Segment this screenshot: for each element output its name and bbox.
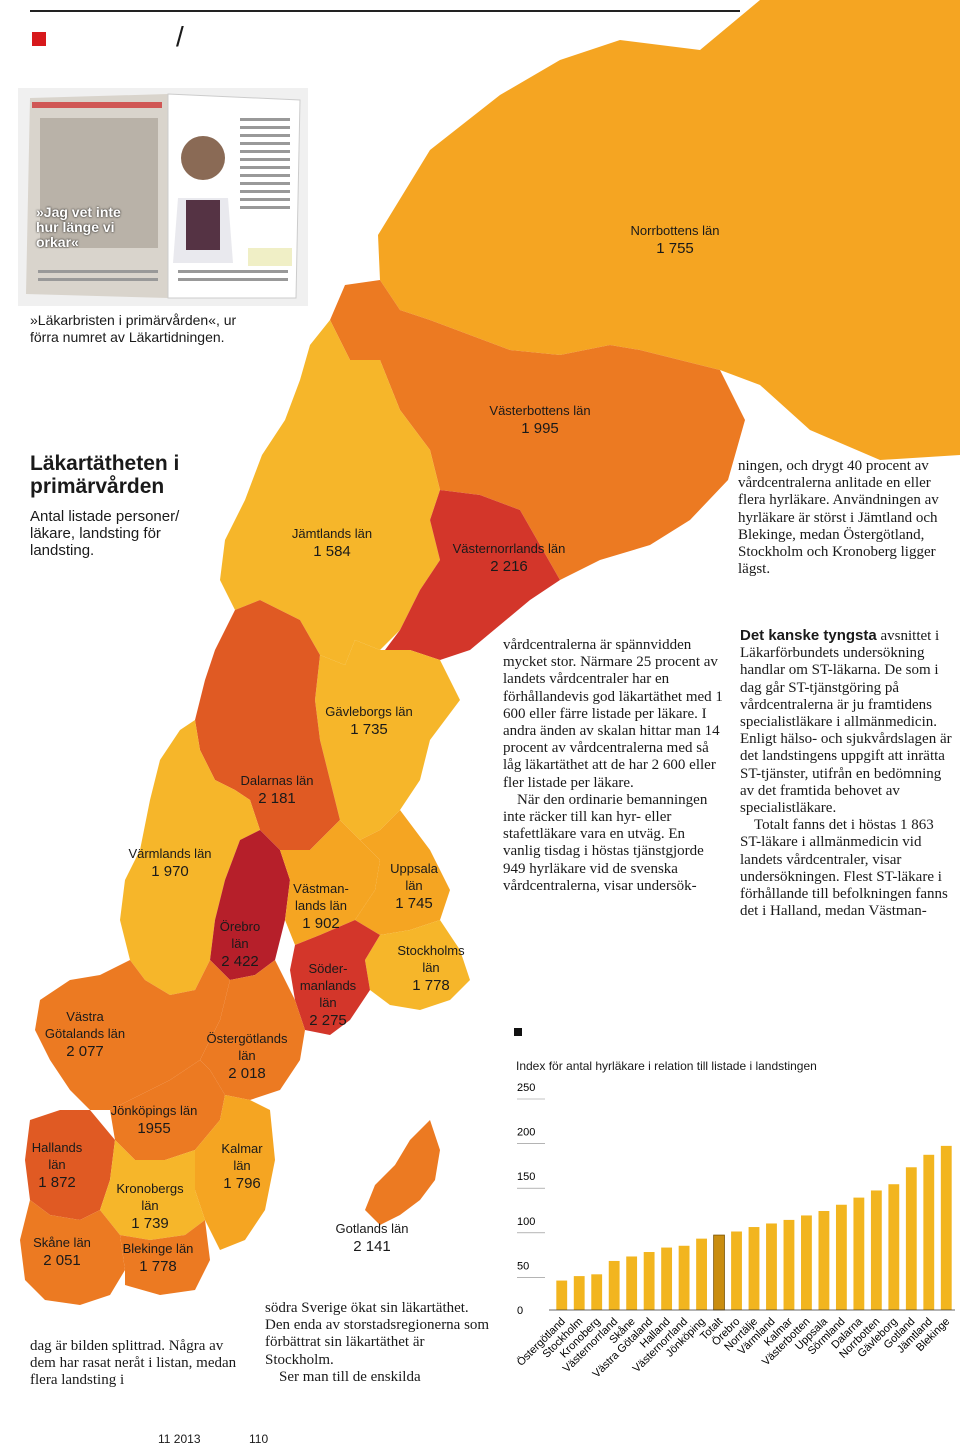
bar-västra-götaland bbox=[643, 1252, 655, 1310]
label-gavleborg: Gävleborgs län 1 735 bbox=[325, 704, 413, 738]
article-thumbnail bbox=[18, 88, 308, 306]
label-blekinge: Blekinge län 1 778 bbox=[122, 1241, 194, 1275]
bar-halland bbox=[661, 1247, 673, 1310]
page-number: 110 bbox=[249, 1432, 269, 1446]
label-orebro: Örebro län 2 422 bbox=[219, 919, 261, 970]
label-kalmar: Kalmar län 1 796 bbox=[221, 1141, 263, 1192]
section-slash: / bbox=[176, 21, 184, 52]
bar-värmland bbox=[766, 1223, 777, 1310]
label-skane: Skåne län 2 051 bbox=[33, 1235, 91, 1269]
y-tick-label: 100 bbox=[517, 1216, 535, 1228]
region-kalmar bbox=[195, 1095, 275, 1250]
label-varmland: Värmlands län 1 970 bbox=[128, 846, 212, 880]
region-stockholm bbox=[365, 920, 470, 1010]
label-vasterbotten: Västerbottens län 1 995 bbox=[489, 403, 591, 437]
label-norrbotten: Norrbottens län 1 755 bbox=[630, 223, 720, 257]
issue-number: 11 2013 bbox=[158, 1432, 201, 1446]
label-jamtland: Jämtlands län 1 584 bbox=[291, 526, 373, 560]
region-uppsala bbox=[355, 810, 450, 935]
region-orebro bbox=[210, 830, 290, 980]
bar-sörmland bbox=[835, 1204, 847, 1310]
text-right-column: Det kanske tyngsta avsnittet i Läkarförb… bbox=[740, 627, 952, 920]
top-rule bbox=[30, 10, 740, 12]
label-sodermanland: Söder- manlands län 2 275 bbox=[299, 961, 357, 1029]
region-gotland bbox=[365, 1120, 440, 1225]
bar-chart: 250200150100500ÖstergötlandStockholmKron… bbox=[515, 1082, 955, 1380]
y-tick-label: 250 bbox=[517, 1082, 535, 1094]
region-gavleborg bbox=[315, 640, 460, 840]
bar-kronoberg bbox=[591, 1274, 603, 1310]
section-marker bbox=[32, 32, 46, 46]
bar-jämtland bbox=[923, 1154, 935, 1310]
region-kronoberg bbox=[100, 1140, 205, 1240]
chart-title: Index för antal hyrläkare i relation til… bbox=[516, 1059, 817, 1073]
region-vasterbotten bbox=[330, 280, 745, 580]
bar-skåne bbox=[626, 1256, 638, 1310]
label-vasternorrland: Västernorrlands län 2 216 bbox=[452, 541, 566, 575]
bar-blekinge bbox=[940, 1145, 952, 1310]
chart-marker bbox=[514, 1028, 522, 1036]
text-bottom-mid: södra Sverige ökat sin läkartäthet. Den … bbox=[265, 1300, 490, 1385]
bar-uppsala bbox=[818, 1210, 830, 1310]
bar-örebro bbox=[731, 1231, 742, 1310]
text-mid-column: vårdcentralerna är spännvidden mycket st… bbox=[503, 637, 723, 894]
y-tick-label: 150 bbox=[517, 1171, 535, 1183]
label-vastra-gotaland: Västra Götalands län 2 077 bbox=[44, 1009, 126, 1060]
region-dalarna bbox=[195, 600, 340, 850]
bar-norrbotten bbox=[870, 1190, 882, 1310]
text-right-top: ningen, och drygt 40 procent av vårdcent… bbox=[738, 458, 939, 578]
map-subtitle: Antal listade personer/ läkare, landstin… bbox=[30, 508, 180, 559]
region-varmland bbox=[120, 720, 260, 995]
region-jamtland bbox=[220, 320, 440, 665]
label-uppsala: Uppsala län 1 745 bbox=[390, 861, 438, 912]
bar-gotland bbox=[905, 1167, 917, 1310]
map-title: Läkartätheten i primärvården bbox=[30, 452, 180, 498]
bar-kalmar bbox=[783, 1219, 795, 1310]
text-bottom-left: dag är bilden splittrad. Några av dem ha… bbox=[30, 1338, 237, 1389]
label-gotland: Gotlands län 2 141 bbox=[335, 1221, 409, 1255]
label-dalarna: Dalarnas län 2 181 bbox=[240, 773, 314, 807]
label-halland: Hallands län 1 872 bbox=[31, 1140, 83, 1191]
y-tick-label: 0 bbox=[517, 1305, 523, 1317]
bar-dalarna bbox=[853, 1197, 865, 1310]
label-jonkoping: Jönköpings län 1955 bbox=[110, 1103, 198, 1137]
bar-västernorrland bbox=[678, 1245, 690, 1310]
bar-gävleborg bbox=[888, 1184, 900, 1310]
bar-totalt bbox=[713, 1234, 725, 1311]
region-jonkoping bbox=[110, 1060, 225, 1160]
region-vastmanland bbox=[280, 820, 380, 945]
label-stockholm: Stockholms län 1 778 bbox=[397, 943, 465, 994]
thumbnail-headline: »Jag vet inte hur länge vi orkar« bbox=[36, 204, 121, 250]
y-tick-label: 50 bbox=[517, 1260, 529, 1272]
region-vasternorrland bbox=[385, 490, 560, 660]
region-skane bbox=[20, 1200, 125, 1305]
region-blekinge bbox=[120, 1220, 210, 1295]
region-ostergotland bbox=[200, 960, 305, 1100]
region-halland bbox=[25, 1110, 115, 1220]
region-norrbotten bbox=[378, 0, 960, 460]
bar-norrtälje bbox=[748, 1227, 760, 1310]
label-vastmanland: Västman- lands län 1 902 bbox=[293, 881, 349, 932]
bar-västernorrland bbox=[608, 1260, 620, 1310]
bar-stockholm bbox=[573, 1276, 585, 1310]
bar-östergötland bbox=[556, 1280, 568, 1310]
bar-jönköping bbox=[696, 1238, 707, 1310]
region-sodermanland bbox=[290, 920, 380, 1035]
bar-västerbotten bbox=[801, 1215, 812, 1310]
label-ostergotland: Östergötlands län 2 018 bbox=[206, 1031, 288, 1082]
label-kronoberg: Kronobergs län 1 739 bbox=[116, 1181, 184, 1232]
thumbnail-caption: »Läkarbristen i primärvården«, ur förra … bbox=[30, 312, 237, 345]
y-tick-label: 200 bbox=[517, 1127, 535, 1139]
